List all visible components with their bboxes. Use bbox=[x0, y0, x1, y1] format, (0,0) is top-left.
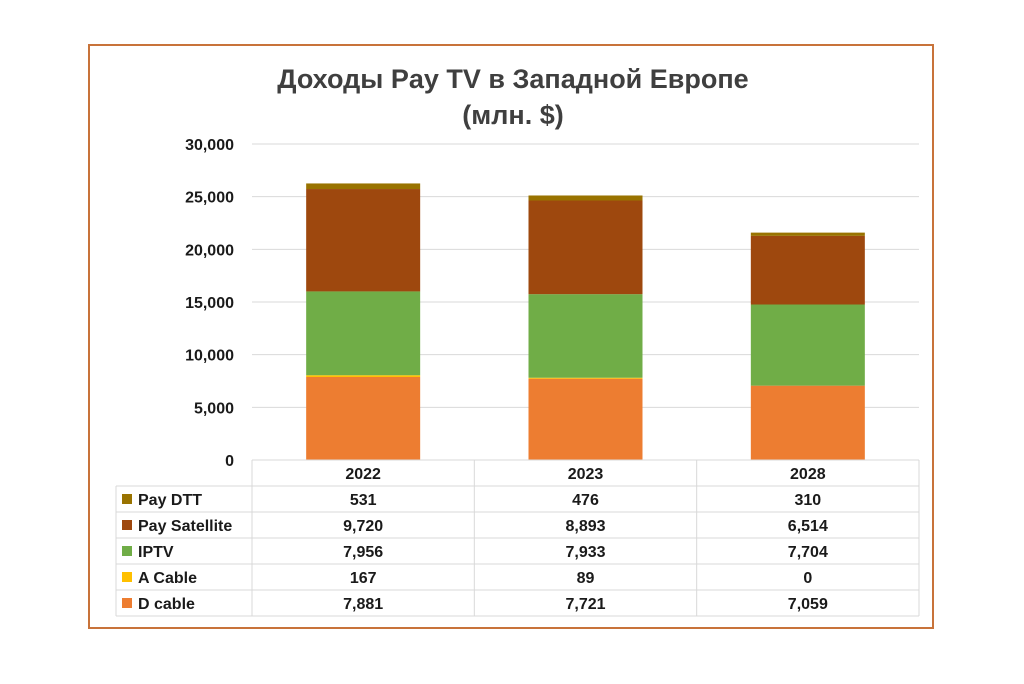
data-label: 7,956 bbox=[343, 544, 383, 561]
x-tick-label: 2028 bbox=[790, 466, 826, 483]
y-tick-label: 10,000 bbox=[185, 348, 234, 365]
data-label: 531 bbox=[350, 492, 377, 509]
bar-segment-pay-dtt bbox=[306, 183, 421, 190]
bar-segment-iptv bbox=[528, 294, 643, 378]
data-label: 7,704 bbox=[788, 544, 828, 561]
chart-title: Доходы Pay TV в Западной Европе bbox=[277, 64, 748, 94]
legend-label: Pay Satellite bbox=[138, 518, 232, 535]
legend-swatch bbox=[122, 572, 132, 582]
y-tick-label: 30,000 bbox=[185, 137, 234, 154]
y-tick-label: 15,000 bbox=[185, 295, 234, 312]
legend-swatch bbox=[122, 494, 132, 504]
data-label: 89 bbox=[577, 570, 595, 587]
x-tick-label: 2022 bbox=[345, 466, 381, 483]
y-tick-label: 25,000 bbox=[185, 190, 234, 207]
legend-swatch bbox=[122, 520, 132, 530]
data-label: 7,721 bbox=[565, 596, 605, 613]
bar-segment-d-cable bbox=[750, 385, 865, 460]
bar-segment-pay-satellite bbox=[306, 189, 421, 292]
chart: Доходы Pay TV в Западной Европе (млн. $)… bbox=[115, 64, 920, 617]
bar-segment-pay-dtt bbox=[528, 195, 643, 201]
legend-label: Pay DTT bbox=[138, 492, 202, 509]
bar-segment-a-cable bbox=[306, 375, 421, 377]
bar-segment-pay-satellite bbox=[750, 235, 865, 305]
chart-subtitle: (млн. $) bbox=[462, 100, 563, 130]
data-label: 310 bbox=[794, 492, 821, 509]
data-label: 8,893 bbox=[565, 518, 605, 535]
legend-label: A Cable bbox=[138, 570, 197, 587]
legend-swatch bbox=[122, 546, 132, 556]
bar-segment-pay-dtt bbox=[750, 232, 865, 236]
legend-swatch bbox=[122, 598, 132, 608]
data-label: 7,933 bbox=[565, 544, 605, 561]
data-label: 7,881 bbox=[343, 596, 383, 613]
chart-frame: Доходы Pay TV в Западной Европе (млн. $)… bbox=[88, 44, 934, 629]
bar-segment-d-cable bbox=[306, 376, 421, 460]
y-tick-label: 5,000 bbox=[194, 400, 234, 417]
data-label: 6,514 bbox=[788, 518, 828, 535]
y-tick-label: 0 bbox=[225, 453, 234, 470]
bar-segment-a-cable bbox=[528, 377, 643, 379]
data-label: 476 bbox=[572, 492, 599, 509]
bar-segment-d-cable bbox=[528, 378, 643, 460]
bar-segment-iptv bbox=[306, 291, 421, 376]
data-label: 0 bbox=[803, 570, 812, 587]
data-label: 7,059 bbox=[788, 596, 828, 613]
legend-label: D cable bbox=[138, 596, 195, 613]
data-label: 167 bbox=[350, 570, 377, 587]
x-tick-label: 2023 bbox=[568, 466, 604, 483]
legend-label: IPTV bbox=[138, 544, 174, 561]
bar-segment-iptv bbox=[750, 304, 865, 386]
y-tick-label: 20,000 bbox=[185, 242, 234, 259]
bar-segment-pay-satellite bbox=[528, 200, 643, 295]
data-label: 9,720 bbox=[343, 518, 383, 535]
